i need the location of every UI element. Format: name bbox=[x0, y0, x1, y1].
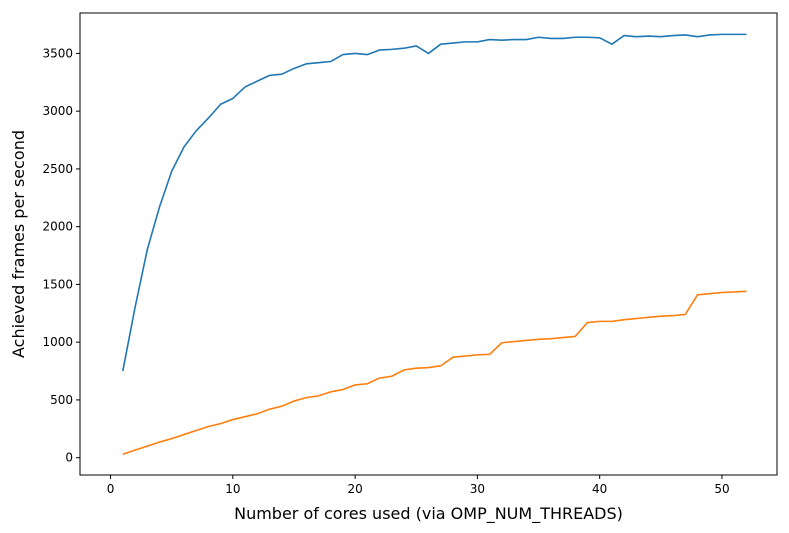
y-axis-label: Achieved frames per second bbox=[9, 130, 28, 358]
series-line-1 bbox=[122, 33, 747, 372]
x-tick-label: 50 bbox=[714, 482, 729, 496]
x-tick-label: 20 bbox=[347, 482, 362, 496]
y-tick-label: 1000 bbox=[42, 335, 73, 349]
series-layer bbox=[122, 33, 747, 455]
y-axis: 0 500 1000 1500 2000 2500 3000 3500 bbox=[42, 46, 80, 465]
y-tick-label: 3500 bbox=[42, 46, 73, 60]
x-axis: 0 10 20 30 40 50 bbox=[107, 475, 730, 496]
series-line-2 bbox=[122, 290, 747, 455]
plot-frame bbox=[79, 12, 778, 476]
y-tick-label: 2000 bbox=[42, 220, 73, 234]
y-tick-label: 0 bbox=[65, 451, 73, 465]
y-tick-label: 3000 bbox=[42, 104, 73, 118]
x-tick-label: 10 bbox=[225, 482, 240, 496]
y-tick-label: 500 bbox=[50, 393, 73, 407]
x-tick-label: 40 bbox=[592, 482, 607, 496]
x-tick-label: 0 bbox=[107, 482, 115, 496]
x-axis-label: Number of cores used (via OMP_NUM_THREAD… bbox=[234, 504, 623, 524]
y-tick-label: 2500 bbox=[42, 162, 73, 176]
x-tick-label: 30 bbox=[470, 482, 485, 496]
y-tick-label: 1500 bbox=[42, 277, 73, 291]
